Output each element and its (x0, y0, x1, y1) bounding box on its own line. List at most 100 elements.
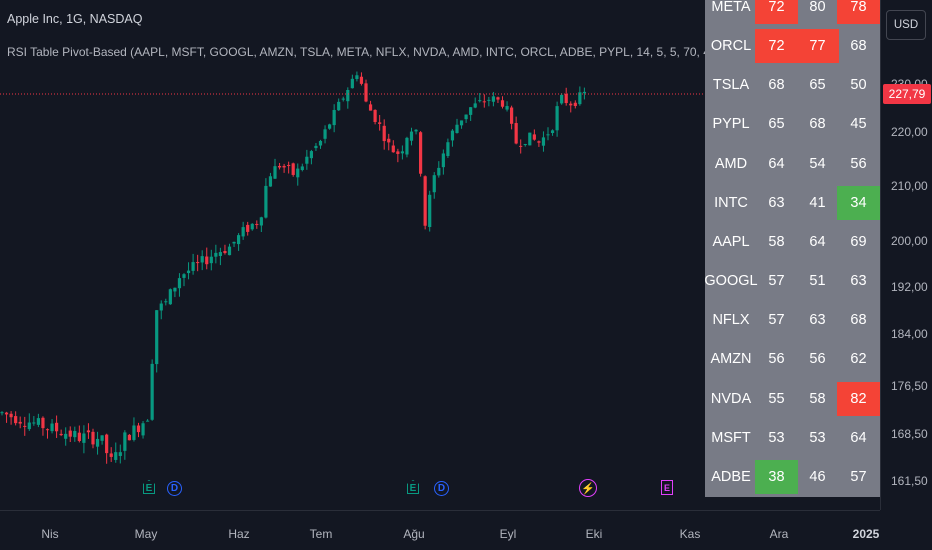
candle (77, 425, 81, 443)
rsi-table-row: ADBE 38 46 57 (705, 458, 880, 495)
candle (519, 139, 523, 154)
candle (318, 139, 323, 149)
rsi-value-cell: 46 (809, 468, 826, 485)
rsi-table-row: AAPL 58 64 69 (705, 223, 880, 260)
rsi-symbol-cell: INTC (714, 194, 748, 211)
price-scale[interactable]: 230,00 220,00 210,00 200,00 192,00 184,0… (880, 0, 932, 510)
candle (214, 244, 218, 264)
candle (487, 96, 491, 107)
candle (464, 114, 468, 123)
earnings-marker-icon[interactable]: E (407, 480, 419, 494)
candle (55, 415, 59, 438)
study-legend[interactable]: RSI Table Pivot-Based (AAPL, MSFT, GOOGL… (7, 45, 792, 59)
rsi-value-cell: 34 (837, 185, 880, 220)
rsi-value-cell: 50 (850, 77, 867, 94)
rsi-value-cell: 68 (809, 116, 826, 133)
dividend-marker-icon[interactable]: D (167, 481, 182, 496)
candle (132, 417, 136, 442)
rsi-symbol-cell: MSFT (711, 429, 751, 446)
candle (305, 149, 309, 170)
candle (500, 96, 505, 109)
time-tick: May (134, 527, 158, 541)
symbol-title[interactable]: Apple Inc, 1G, NASDAQ (7, 12, 143, 26)
candle (150, 359, 154, 421)
price-tick: 176,50 (891, 379, 928, 393)
candle (100, 435, 104, 445)
candle (196, 254, 200, 272)
candle (32, 416, 36, 426)
rsi-symbol-cell: ORCL (710, 38, 752, 55)
dividend-marker-icon[interactable]: D (434, 481, 449, 496)
rsi-value-cell: 56 (809, 351, 826, 368)
rsi-table: META 72 80 78 ORCL 72 77 68 TSLA 68 65 50 PYPL 65 68 45… (704, 0, 880, 497)
rsi-value-cell: 65 (809, 77, 826, 94)
earnings-marker-icon[interactable]: E (143, 480, 155, 494)
rsi-symbol-cell: META (711, 0, 751, 15)
candle (173, 287, 177, 298)
rsi-table-row: META 72 80 78 (705, 0, 880, 25)
candle (505, 101, 509, 112)
candle (569, 101, 573, 113)
chart-area[interactable] (0, 0, 880, 510)
candle (373, 109, 377, 125)
price-tick: 184,00 (891, 327, 928, 341)
candlestick-chart[interactable] (0, 0, 880, 510)
rsi-table-row: AMZN 56 56 62 (705, 340, 880, 377)
rsi-symbol-cell: AAPL (712, 233, 750, 250)
candle (382, 119, 386, 150)
candle (277, 162, 282, 170)
rsi-value-cell: 65 (768, 116, 785, 133)
candle (182, 273, 186, 287)
candle (114, 442, 118, 463)
candle (573, 100, 577, 109)
rsi-symbol-cell: PYPL (712, 116, 750, 133)
time-tick: Ağu (403, 527, 425, 541)
candle (582, 87, 586, 100)
candle (368, 100, 373, 111)
rsi-value-cell: 58 (809, 390, 826, 407)
candle (200, 250, 204, 271)
earnings-marker-icon[interactable]: E (661, 480, 673, 495)
candle (428, 190, 432, 232)
rsi-value-cell: 72 (755, 0, 798, 24)
candle (36, 413, 40, 428)
candle (296, 163, 300, 186)
time-tick-year: 2025 (852, 527, 880, 541)
candle (482, 94, 486, 108)
candle (73, 426, 77, 442)
candle (241, 221, 245, 240)
candle (223, 244, 227, 255)
lightning-event-icon[interactable]: ⚡ (579, 479, 597, 497)
candle (405, 136, 409, 158)
candle (41, 416, 45, 436)
candle (23, 416, 27, 436)
rsi-value-cell: 51 (809, 273, 826, 290)
candle (259, 216, 263, 233)
rsi-value-cell: 54 (809, 155, 826, 172)
currency-button[interactable]: USD (886, 10, 926, 40)
candle (205, 247, 209, 270)
candle (27, 413, 31, 431)
rsi-value-cell: 64 (850, 429, 867, 446)
candle (473, 97, 477, 109)
candle (391, 140, 395, 153)
rsi-value-cell: 55 (768, 390, 785, 407)
rsi-table-row: MSFT 53 53 64 (705, 419, 880, 456)
candle (414, 129, 418, 135)
price-tick: 210,00 (891, 179, 928, 193)
time-tick: Eki (585, 527, 603, 541)
candle (105, 433, 109, 464)
rsi-value-cell: 57 (768, 273, 785, 290)
candle (155, 310, 159, 373)
candle (82, 425, 86, 454)
time-scale[interactable]: Nis May Haz Tem Ağu Eyl Eki Kas Ara 2025 (0, 510, 880, 550)
candle (532, 129, 536, 141)
candle (450, 129, 455, 147)
rsi-value-cell: 57 (768, 312, 785, 329)
candle (491, 91, 495, 107)
rsi-value-cell: 53 (809, 429, 826, 446)
candle (437, 161, 441, 178)
candle (378, 114, 382, 131)
candle (478, 93, 482, 103)
candle (314, 142, 318, 151)
